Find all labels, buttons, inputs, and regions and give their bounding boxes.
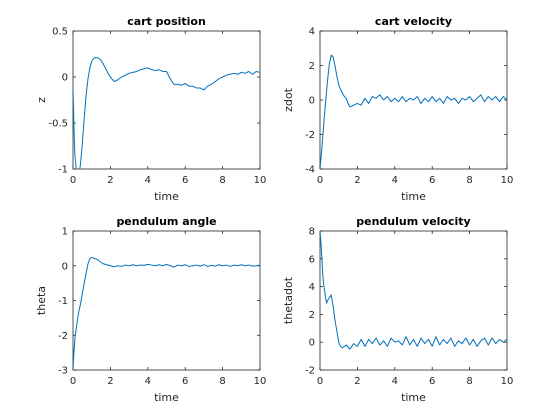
pendulum-velocity-xtick-label: 2 [354,376,360,387]
cart-velocity-xtick-label: 10 [501,175,514,186]
pendulum-velocity-xtick-label: 4 [392,376,398,387]
cart-velocity-ytick-label: -2 [305,130,315,141]
pendulum-velocity-ytick-label: 8 [309,227,315,238]
cart-position-frame [72,30,261,170]
cart-velocity-axes: 0 2 4 6 8 10 -4 -2 0 2 4 cart velocity time zdot [282,15,513,203]
pendulum-angle-xlabel: time [154,391,179,404]
cart-position-ytick-label: -1 [58,165,68,176]
pendulum-angle-title: pendulum angle [116,215,216,228]
cart-velocity-xtick-label: 6 [429,175,435,186]
cart-velocity-series-line [320,54,507,169]
pendulum-angle-axes: 0 2 4 6 8 10 -3 -2 -1 0 1 pendulum angle time theta [35,215,266,404]
cart-position-xtick-label: 0 [70,175,76,186]
cart-position-xtick-label: 2 [107,175,113,186]
pendulum-velocity-ytick-label: 2 [309,310,315,321]
pendulum-angle-xtick-label: 4 [145,376,151,387]
pendulum-velocity-ytick-label: -2 [305,366,315,377]
cart-velocity-title: cart velocity [375,15,452,28]
cart-position-series-line [73,57,260,169]
cart-position-axes: 0 2 4 6 8 10 -1 -0.5 0 0.5 cart position time z [35,15,266,203]
pendulum-angle-ytick-label: -1 [58,296,68,307]
cart-position-ytick-label: -0.5 [48,119,68,130]
pendulum-angle-xtick-label: 10 [254,376,267,387]
pendulum-velocity-ytick-label: 0 [309,338,315,349]
pendulum-velocity-ylabel: thetadot [282,276,295,324]
cart-velocity-ytick-label: -4 [305,165,315,176]
cart-position-xtick-label: 8 [219,175,225,186]
pendulum-velocity-xtick-label: 10 [501,376,514,387]
cart-position-title: cart position [127,15,206,28]
pendulum-angle-xtick-label: 8 [219,376,225,387]
pendulum-velocity-ytick-label: 6 [309,254,315,265]
pendulum-velocity-xtick-label: 6 [429,376,435,387]
cart-velocity-xtick-label: 4 [392,175,398,186]
cart-position-xtick-label: 10 [254,175,267,186]
pendulum-angle-ytick-label: -3 [58,366,68,377]
cart-position-ytick-label: 0 [62,73,68,84]
pendulum-velocity-frame [319,230,508,371]
cart-velocity-ytick-label: 0 [309,96,315,107]
pendulum-velocity-xtick-label: 8 [466,376,472,387]
pendulum-angle-ytick-label: -2 [58,331,68,342]
cart-velocity-xtick-label: 2 [354,175,360,186]
cart-velocity-ylabel: zdot [282,87,295,111]
cart-velocity-ytick-label: 4 [309,27,315,38]
cart-velocity-xtick-label: 8 [466,175,472,186]
cart-position-ylabel: z [35,97,48,103]
pendulum-angle-ytick-label: 1 [62,227,68,238]
pendulum-velocity-xlabel: time [401,391,426,404]
pendulum-velocity-ytick-label: 4 [309,282,315,293]
pendulum-velocity-title: pendulum velocity [356,215,470,228]
pendulum-angle-ylabel: theta [35,286,48,315]
cart-velocity-xtick-label: 0 [317,175,323,186]
cart-position-xlabel: time [154,190,179,203]
pendulum-angle-xtick-label: 2 [107,376,113,387]
pendulum-angle-series-line [73,256,260,370]
cart-velocity-ytick-label: 2 [309,61,315,72]
pendulum-angle-ytick-label: 0 [62,261,68,272]
pendulum-angle-xtick-label: 0 [70,376,76,387]
cart-position-xtick-label: 4 [145,175,151,186]
cart-position-xtick-label: 6 [182,175,188,186]
pendulum-angle-frame [72,230,261,371]
pendulum-angle-xtick-label: 6 [182,376,188,387]
cart-velocity-xlabel: time [401,190,426,203]
pendulum-velocity-xtick-label: 0 [317,376,323,387]
cart-position-ytick-label: 0.5 [52,27,68,38]
pendulum-velocity-series-line [320,231,507,350]
